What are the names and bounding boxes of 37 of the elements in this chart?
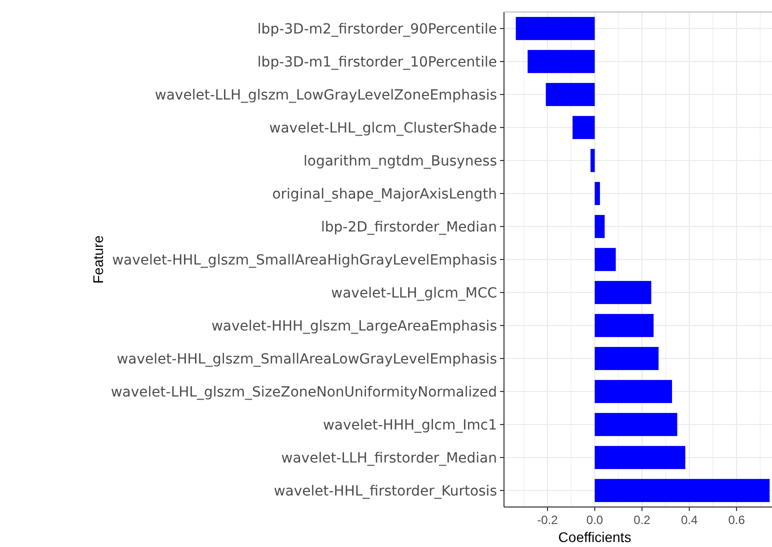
y-tick-label: original_shape_MajorAxisLength [272, 186, 497, 202]
y-tick-label: logarithm_ngtdm_Busyness [304, 153, 497, 170]
bar [594, 446, 686, 470]
x-tick-label: 0.4 [680, 513, 698, 527]
y-tick-label: wavelet-HHL_glszm_SmallAreaHighGrayLevelEmphasis [112, 252, 497, 268]
y-tick-label: wavelet-LLH_glszm_LowGrayLevelZoneEmphasis [154, 87, 497, 104]
y-tick-label: wavelet-LLH_firstorder_Median [281, 450, 497, 466]
y-tick-label: lbp-2D_firstorder_Median [320, 219, 497, 236]
y-tick-label: wavelet-HHL_firstorder_Kurtosis [274, 483, 497, 500]
y-tick-label: lbp-3D-m1_firstorder_10Percentile [257, 54, 497, 70]
y-axis-title: Feature [90, 235, 106, 284]
y-tick-label: wavelet-LHL_glcm_ClusterShade [269, 120, 497, 136]
y-tick-label: lbp-3D-m2_firstorder_90Percentile [257, 21, 497, 38]
bar [594, 346, 659, 370]
y-tick-label: wavelet-HHH_glszm_LargeAreaEmphasis [211, 318, 497, 334]
bar [594, 314, 654, 338]
bar [594, 248, 616, 272]
bar [546, 82, 595, 106]
x-tick-label: 0.6 [728, 513, 746, 527]
y-tick-label: wavelet-LHL_glszm_SizeZoneNonUniformityNormalized [110, 384, 497, 400]
x-tick-label: -0.2 [537, 513, 558, 527]
bar [594, 214, 605, 238]
y-tick-label: wavelet-HHH_glcm_Imc1 [322, 417, 497, 434]
bar [528, 50, 595, 74]
bar [572, 116, 595, 140]
bar [594, 380, 672, 404]
bar [590, 148, 595, 172]
x-axis-title: Coefficients [558, 529, 632, 545]
x-tick-label: 0.2 [634, 513, 651, 527]
y-tick-label: wavelet-HHL_glszm_SmallAreaLowGrayLevelEmphasis [116, 351, 497, 368]
bar [594, 478, 770, 502]
bar [516, 16, 595, 40]
x-tick-label: 0.0 [586, 513, 604, 527]
bar [594, 280, 652, 304]
bar [594, 412, 678, 436]
bar [594, 182, 600, 206]
y-tick-label: wavelet-LLH_glcm_MCC [331, 285, 498, 302]
